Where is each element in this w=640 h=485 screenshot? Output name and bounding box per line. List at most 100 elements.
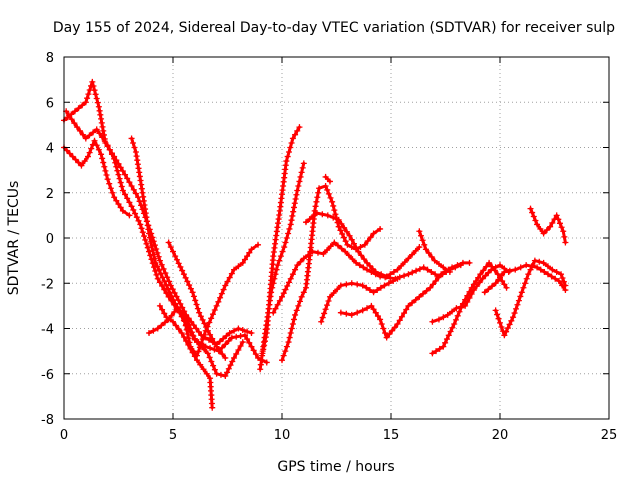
data-point: [211, 339, 218, 346]
data-point: [289, 271, 296, 278]
data-point: [149, 247, 156, 254]
data-point: [377, 225, 384, 232]
data-point: [366, 287, 373, 294]
data-point: [201, 346, 208, 353]
data-point: [293, 307, 300, 314]
data-point: [270, 309, 277, 316]
data-point: [422, 246, 429, 253]
data-point: [150, 251, 157, 258]
data-point: [100, 159, 107, 166]
data-point: [324, 247, 331, 254]
data-point: [295, 182, 302, 189]
data-point: [91, 87, 98, 94]
data-point: [143, 240, 150, 247]
data-point: [231, 266, 238, 273]
data-point: [153, 245, 160, 252]
data-point: [292, 195, 299, 202]
data-point: [101, 138, 108, 145]
data-point: [315, 189, 322, 196]
data-point: [522, 280, 529, 287]
data-point: [239, 259, 246, 266]
data-point: [135, 165, 142, 172]
data-point: [193, 325, 200, 332]
data-point: [353, 259, 360, 266]
data-point: [419, 237, 426, 244]
data-point: [536, 258, 543, 265]
data-point: [342, 238, 349, 245]
data-point: [190, 293, 197, 300]
data-point: [209, 335, 216, 342]
data-point: [486, 259, 493, 266]
data-point: [556, 220, 563, 227]
data-point: [529, 209, 536, 216]
data-point: [162, 319, 169, 326]
data-point: [378, 320, 385, 327]
data-point: [405, 302, 412, 309]
data-point: [84, 95, 91, 102]
data-point: [494, 311, 501, 318]
data-point: [202, 343, 209, 350]
data-point: [294, 127, 301, 134]
data-point: [244, 328, 251, 335]
data-point: [494, 271, 501, 278]
data-point: [207, 331, 214, 338]
data-point: [492, 280, 499, 287]
data-point: [498, 272, 505, 279]
data-point: [366, 262, 373, 269]
data-point: [355, 248, 362, 255]
data-point: [294, 187, 301, 194]
data-point: [187, 285, 194, 292]
y-tick-label: 8: [46, 51, 54, 66]
data-point: [485, 286, 492, 293]
data-point: [71, 120, 78, 127]
series-line: [280, 184, 382, 362]
data-point: [223, 332, 230, 339]
data-point: [276, 297, 283, 304]
data-point: [134, 161, 141, 168]
data-point: [239, 339, 246, 346]
data-point: [480, 267, 487, 274]
data-point: [222, 282, 229, 289]
data-point: [282, 239, 289, 246]
data-point: [85, 91, 92, 98]
data-point: [446, 268, 453, 275]
data-point: [313, 198, 320, 205]
data-point: [314, 249, 321, 256]
data-point: [394, 275, 401, 282]
data-point: [473, 277, 480, 284]
data-point: [324, 302, 331, 309]
data-point: [506, 321, 513, 328]
data-point: [206, 354, 213, 361]
data-point: [459, 259, 466, 266]
data-point: [338, 220, 345, 227]
data-point: [435, 261, 442, 268]
data-point: [175, 326, 182, 333]
data-point: [540, 259, 547, 266]
data-point: [122, 171, 129, 178]
data-point: [93, 126, 100, 133]
data-point: [444, 311, 451, 318]
data-point: [378, 271, 385, 278]
data-point: [562, 287, 569, 294]
data-point: [201, 320, 208, 327]
data-point: [387, 271, 394, 278]
data-point: [359, 307, 366, 314]
data-point: [436, 345, 443, 352]
data-point: [113, 197, 120, 204]
data-point: [330, 290, 337, 297]
data-point: [175, 297, 182, 304]
data-point: [108, 151, 115, 158]
data-point: [203, 370, 210, 377]
data-point: [177, 308, 184, 315]
data-point: [348, 236, 355, 243]
data-point: [485, 269, 492, 276]
data-point: [459, 300, 466, 307]
data-point: [118, 183, 125, 190]
data-point: [417, 232, 424, 239]
data-point: [501, 281, 508, 288]
data-point: [114, 167, 121, 174]
data-point: [382, 330, 389, 337]
data-point: [447, 328, 454, 335]
data-point: [96, 130, 103, 137]
data-point: [84, 153, 91, 160]
